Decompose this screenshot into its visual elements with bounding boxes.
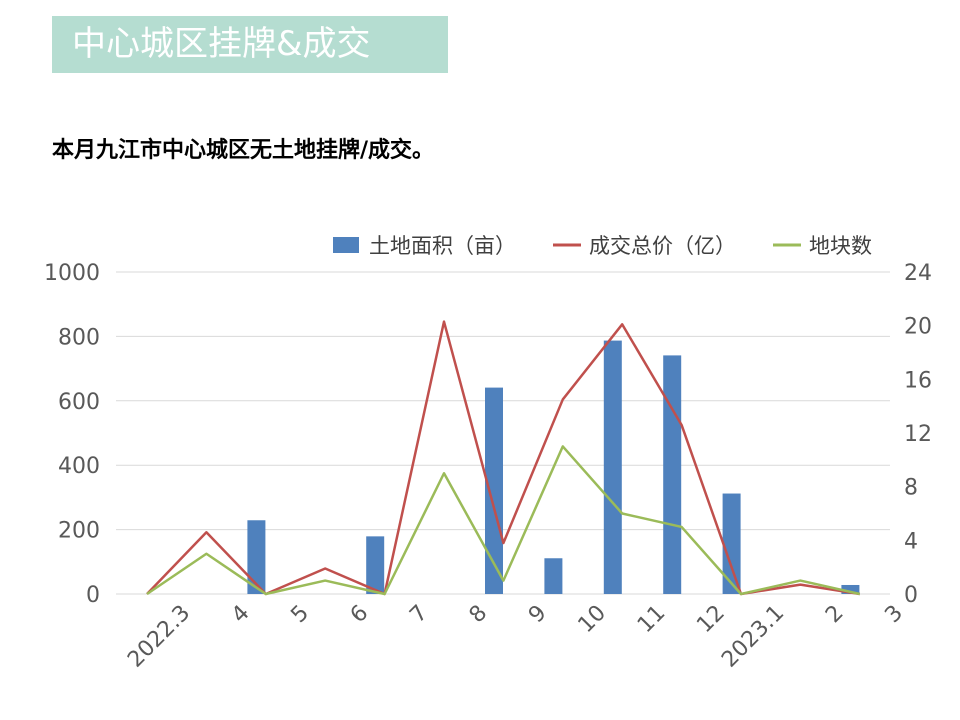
y-left-tick-label: 0 — [86, 583, 100, 608]
legend-label: 成交总价（亿） — [589, 234, 736, 258]
x-tick-label: 2022.3 — [123, 601, 195, 673]
y-left-tick-label: 800 — [58, 325, 100, 350]
bar — [841, 584, 860, 594]
y-right-tick-label: 8 — [904, 476, 918, 501]
summary-text: 本月九江市中心城区无土地挂牌/成交。 — [52, 138, 435, 163]
page-title: 中心城区挂牌&成交 — [72, 24, 371, 64]
x-tick-label: 10 — [574, 601, 611, 638]
y-right-tick-label: 4 — [904, 529, 918, 554]
y-right-tick-label: 12 — [904, 422, 932, 447]
x-tick-label: 2023.1 — [717, 601, 789, 673]
y-right-tick-label: 24 — [904, 261, 932, 286]
page-title-banner: 中心城区挂牌&成交 — [52, 16, 448, 73]
y-right-tick-label: 16 — [904, 368, 932, 393]
bar — [663, 355, 682, 594]
y-left-tick-label: 600 — [58, 390, 100, 415]
x-tick-label: 8 — [465, 601, 493, 629]
y-left-tick-label: 1000 — [44, 261, 100, 286]
x-tick-label: 7 — [405, 601, 433, 629]
legend-swatch — [333, 237, 359, 253]
count-line — [146, 445, 861, 596]
legend-label: 地块数 — [809, 234, 872, 258]
bar — [247, 520, 266, 594]
x-tick-label: 4 — [227, 601, 255, 629]
x-tick-label: 2 — [821, 601, 849, 629]
x-tick-label: 6 — [346, 601, 374, 629]
y-right-tick-label: 20 — [904, 315, 932, 340]
x-tick-label: 11 — [633, 601, 670, 638]
y-left-tick-label: 400 — [58, 454, 100, 479]
bar — [722, 493, 741, 594]
x-tick-label: 9 — [524, 601, 552, 629]
y-left-tick-label: 200 — [58, 519, 100, 544]
x-tick-label: 12 — [692, 601, 729, 638]
bar — [485, 387, 503, 594]
legend-label: 土地面积（亩） — [369, 234, 516, 258]
y-right-tick-label: 0 — [904, 583, 918, 608]
bar — [544, 558, 563, 594]
bar — [366, 536, 385, 594]
x-tick-label: 5 — [286, 601, 314, 629]
bar — [603, 340, 622, 594]
